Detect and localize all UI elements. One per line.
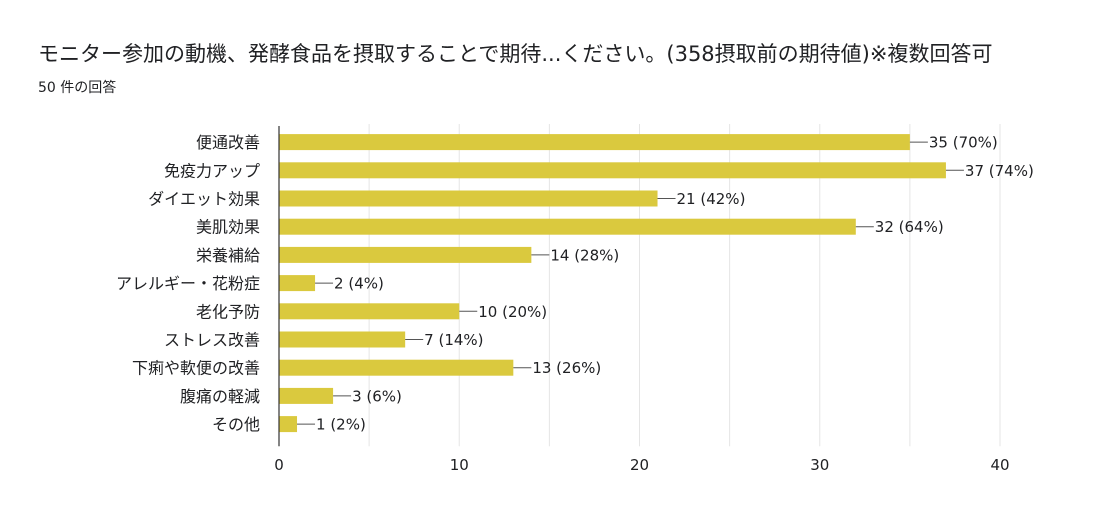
bar [279,303,460,320]
bar [279,162,946,179]
category-label: 栄養補給 [196,246,260,265]
x-tick-label: 40 [990,456,1009,474]
data-label: 7 (14%) [424,331,483,349]
data-label: 1 (2%) [316,416,366,434]
category-label: 老化予防 [196,302,260,321]
x-tick-label: 10 [450,456,469,474]
data-label: 21 (42%) [677,190,746,208]
bar [279,359,514,376]
bar [279,387,334,404]
category-label: 美肌効果 [196,218,260,237]
bar [279,190,658,207]
category-label: 便通改善 [196,133,260,152]
x-tick-labels: 0 10 20 30 40 [274,456,1009,474]
category-labels: 便通改善免疫力アップダイエット効果美肌効果栄養補給アレルギー・花粉症老化予防スト… [116,133,260,434]
bar [279,331,406,348]
x-tick-label: 20 [630,456,649,474]
data-label: 35 (70%) [929,134,998,152]
bar [279,246,532,263]
leader-lines [297,141,964,425]
category-label: 下痢や軟便の改善 [132,359,260,378]
data-label: 32 (64%) [875,218,944,236]
category-label: その他 [212,415,260,434]
data-label: 10 (20%) [478,303,547,321]
data-label: 3 (6%) [352,387,402,405]
bar [279,416,298,433]
bar [279,134,910,151]
category-label: ダイエット効果 [148,190,260,209]
data-labels: 35 (70%) 37 (74%) 21 (42%) 32 (64%) 14 (28%)… [316,134,1034,434]
data-label: 14 (28%) [550,246,619,264]
bars [279,134,946,433]
category-label: アレルギー・花粉症 [116,274,260,293]
category-label: 免疫力アップ [164,161,260,180]
chart-title: モニター参加の動機、発酵食品を摂取することで期待...ください。(358摂取前の… [38,42,993,66]
response-count: 50 件の回答 [38,80,117,96]
x-tick-label: 30 [810,456,829,474]
bar [279,275,316,292]
data-label: 2 (4%) [334,275,384,293]
data-label: 13 (26%) [532,359,601,377]
bar [279,218,856,235]
data-label: 37 (74%) [965,162,1034,180]
x-tick-label: 0 [274,456,284,474]
category-label: 腹痛の軽減 [180,387,260,406]
category-label: ストレス改善 [164,331,260,350]
